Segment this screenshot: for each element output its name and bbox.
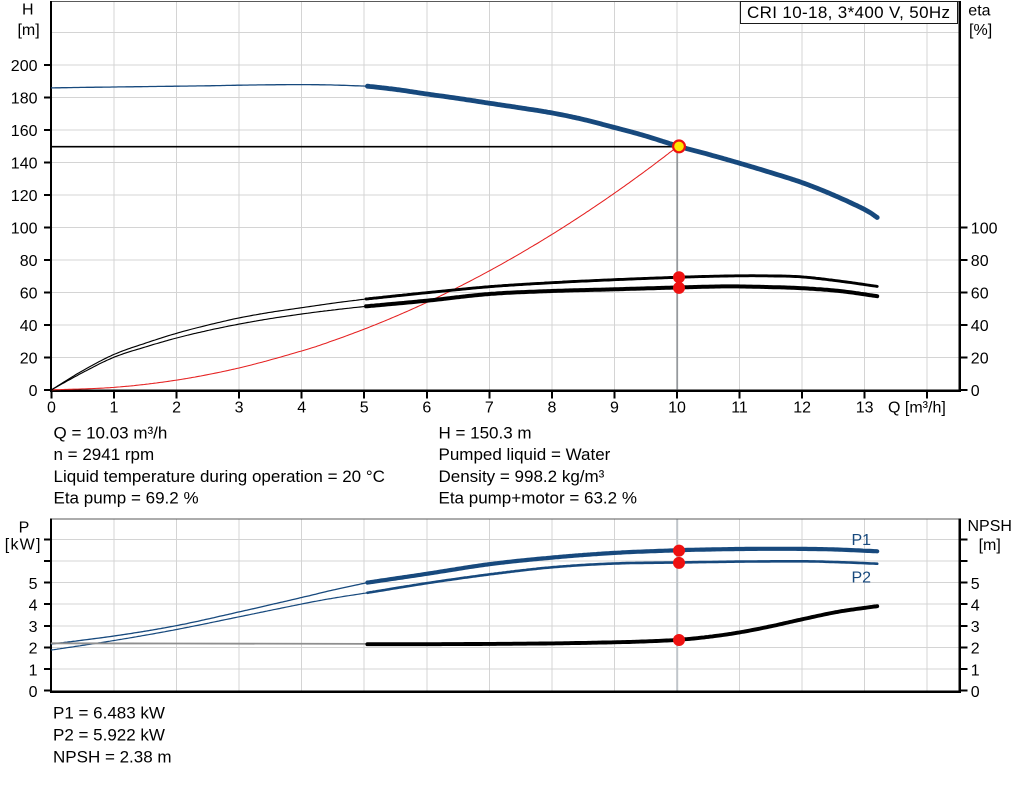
svg-text:1: 1 (110, 399, 119, 416)
svg-text:Eta pump = 69.2 %: Eta pump = 69.2 % (54, 489, 199, 508)
svg-text:0: 0 (29, 684, 38, 701)
svg-text:140: 140 (11, 156, 38, 173)
svg-text:P: P (19, 519, 30, 536)
svg-text:4: 4 (297, 399, 306, 416)
svg-text:eta: eta (968, 2, 990, 19)
svg-text:Liquid temperature during oper: Liquid temperature during operation = 20… (54, 467, 385, 486)
svg-text:8: 8 (547, 399, 556, 416)
svg-text:NPSH = 2.38 m: NPSH = 2.38 m (53, 748, 172, 767)
svg-text:4: 4 (971, 598, 980, 615)
svg-text:Pumped liquid = Water: Pumped liquid = Water (439, 445, 611, 464)
svg-text:200: 200 (11, 58, 38, 75)
svg-text:2: 2 (29, 641, 38, 658)
svg-text:180: 180 (11, 91, 38, 108)
svg-text:20: 20 (971, 351, 989, 368)
svg-text:0: 0 (971, 383, 980, 400)
svg-text:3: 3 (235, 399, 244, 416)
svg-text:n = 2941 rpm: n = 2941 rpm (54, 445, 155, 464)
svg-text:4: 4 (29, 598, 38, 615)
svg-text:100: 100 (971, 221, 998, 238)
svg-text:20: 20 (20, 351, 38, 368)
svg-text:60: 60 (20, 286, 38, 303)
svg-text:2: 2 (971, 641, 980, 658)
svg-text:P1: P1 (852, 532, 872, 549)
svg-text:[m]: [m] (979, 537, 1001, 554)
svg-text:80: 80 (20, 253, 38, 270)
svg-text:P2: P2 (852, 570, 872, 587)
svg-text:H: H (22, 2, 34, 19)
svg-text:Q [m³/h]: Q [m³/h] (888, 399, 946, 416)
svg-text:6: 6 (422, 399, 431, 416)
svg-text:Eta pump+motor = 63.2 %: Eta pump+motor = 63.2 % (439, 489, 637, 508)
svg-text:7: 7 (485, 399, 494, 416)
svg-text:0: 0 (47, 399, 56, 416)
svg-text:12: 12 (793, 399, 811, 416)
svg-text:P2 = 5.922 kW: P2 = 5.922 kW (53, 726, 165, 745)
svg-text:10: 10 (668, 399, 686, 416)
svg-text:Density = 998.2 kg/m³: Density = 998.2 kg/m³ (439, 467, 605, 486)
svg-text:CRI 10-18, 3*400 V, 50Hz: CRI 10-18, 3*400 V, 50Hz (747, 3, 950, 22)
svg-text:80: 80 (971, 253, 989, 270)
svg-text:P1 = 6.483 kW: P1 = 6.483 kW (53, 704, 165, 723)
svg-text:160: 160 (11, 123, 38, 140)
svg-text:11: 11 (731, 399, 748, 416)
svg-text:0: 0 (971, 684, 980, 701)
svg-text:NPSH: NPSH (968, 518, 1012, 535)
svg-text:5: 5 (360, 399, 369, 416)
svg-text:Q = 10.03 m³/h: Q = 10.03 m³/h (54, 423, 168, 442)
svg-text:[kW]: [kW] (5, 536, 42, 553)
svg-text:120: 120 (11, 188, 38, 205)
svg-text:[%]: [%] (969, 22, 992, 39)
svg-text:0: 0 (29, 383, 38, 400)
svg-text:H = 150.3 m: H = 150.3 m (439, 423, 532, 442)
svg-text:5: 5 (971, 576, 980, 593)
svg-text:9: 9 (610, 399, 619, 416)
svg-text:2: 2 (172, 399, 181, 416)
svg-text:3: 3 (29, 619, 38, 636)
svg-text:[m]: [m] (17, 22, 39, 39)
svg-text:1: 1 (29, 662, 38, 679)
svg-text:100: 100 (11, 221, 38, 238)
svg-text:5: 5 (29, 576, 38, 593)
svg-text:60: 60 (971, 286, 989, 303)
svg-text:1: 1 (971, 662, 980, 679)
svg-text:13: 13 (856, 399, 874, 416)
svg-text:40: 40 (971, 318, 989, 335)
svg-text:40: 40 (20, 318, 38, 335)
svg-text:3: 3 (971, 619, 980, 636)
